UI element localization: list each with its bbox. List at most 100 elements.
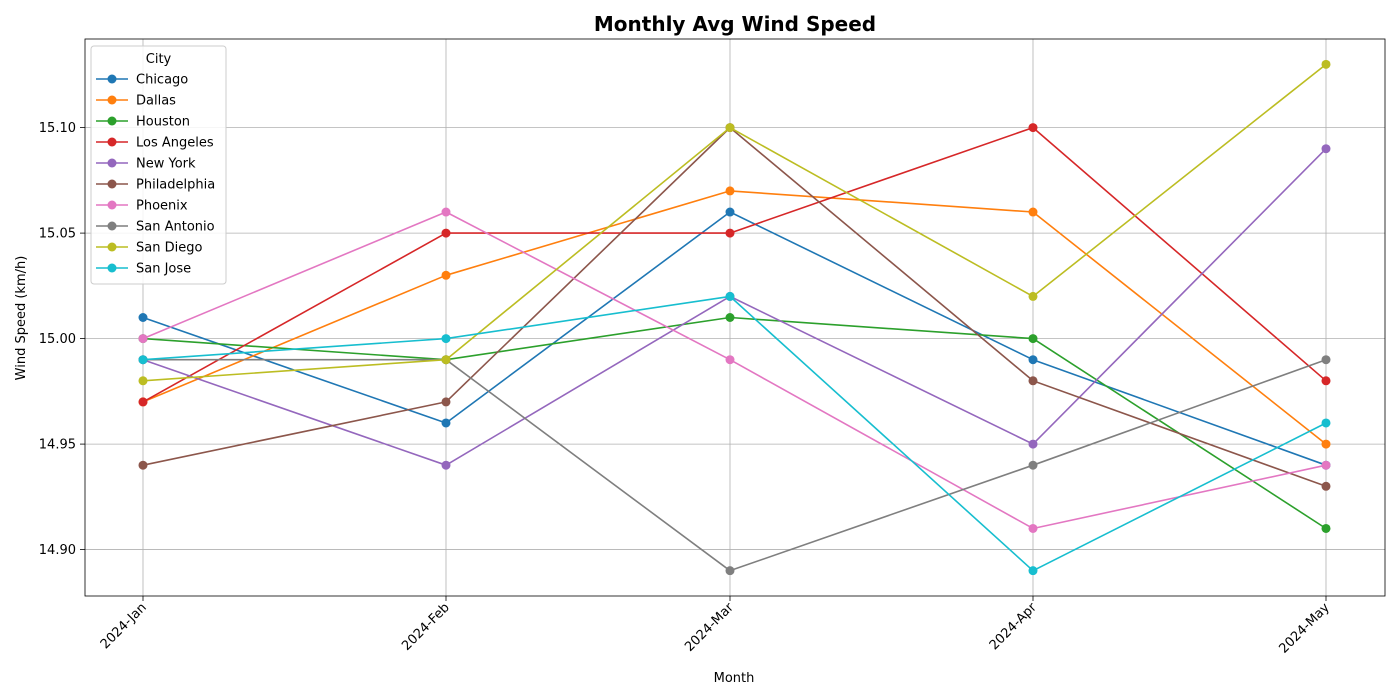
- series-line-philadelphia: [142, 126, 1327, 488]
- legend-item: Los Angeles: [96, 136, 214, 151]
- legend-label: San Antonio: [136, 220, 215, 235]
- y-tick-label: 15.00: [39, 332, 76, 347]
- x-tick-label: 2024-May: [1277, 600, 1334, 657]
- legend-swatch-marker: [107, 137, 117, 147]
- x-tick-label: 2024-Apr: [987, 600, 1040, 653]
- data-point-phoenix: [1028, 523, 1038, 533]
- data-point-chicago: [725, 207, 735, 217]
- legend-title: City: [146, 52, 172, 67]
- series-layer: [138, 59, 1331, 576]
- legend-swatch-marker: [107, 74, 117, 84]
- x-axis-label: Month: [714, 671, 755, 686]
- data-point-houston: [1321, 523, 1331, 533]
- legend: City Chicago Dallas Houston Los Angeles New Y…: [90, 45, 227, 285]
- series-chicago: [138, 207, 1331, 470]
- data-point-san-diego: [138, 376, 148, 386]
- data-point-houston: [1028, 334, 1038, 344]
- y-axis-label: Wind Speed (km/h): [14, 256, 29, 381]
- data-point-san-antonio: [1028, 460, 1038, 470]
- data-point-los-angeles: [725, 228, 735, 238]
- data-point-phoenix: [138, 334, 148, 344]
- data-point-los-angeles: [441, 228, 451, 238]
- y-tick-label: 15.10: [39, 121, 76, 136]
- data-point-dallas: [1321, 439, 1331, 449]
- axis-ticks: 2024-Jan 2024-Feb 2024-Mar 2024-Apr 2024-May…: [39, 121, 1333, 656]
- x-tick-label: 2024-Jan: [98, 600, 150, 652]
- series-line-new-york: [142, 148, 1327, 466]
- series-phoenix: [138, 207, 1331, 533]
- legend-label: Los Angeles: [136, 136, 214, 151]
- legend-label: Dallas: [136, 94, 176, 109]
- y-tick-label: 14.90: [39, 543, 76, 558]
- legend-label: San Diego: [136, 241, 202, 256]
- series-san-diego: [138, 59, 1331, 386]
- data-point-los-angeles: [1321, 376, 1331, 386]
- legend-item: Chicago: [96, 73, 188, 88]
- legend-item: Phoenix: [96, 199, 188, 214]
- data-point-los-angeles: [1028, 123, 1038, 133]
- legend-label: Phoenix: [136, 199, 188, 214]
- legend-item: Philadelphia: [96, 178, 215, 193]
- data-point-chicago: [441, 418, 451, 428]
- data-point-san-diego: [441, 355, 451, 365]
- data-point-philadelphia: [441, 397, 451, 407]
- data-point-san-antonio: [725, 566, 735, 576]
- series-line-san-diego: [142, 63, 1327, 382]
- legend-swatch-marker: [107, 242, 117, 252]
- data-point-san-antonio: [1321, 355, 1331, 365]
- data-point-san-jose: [1321, 418, 1331, 428]
- legend-item: San Antonio: [96, 220, 215, 235]
- legend-label: Houston: [136, 115, 190, 130]
- legend-swatch-marker: [107, 158, 117, 168]
- data-point-los-angeles: [138, 397, 148, 407]
- series-los-angeles: [138, 123, 1331, 407]
- legend-swatch-marker: [107, 221, 117, 231]
- data-point-san-diego: [725, 123, 735, 133]
- plot-frame: [84, 38, 1386, 597]
- legend-box: [90, 45, 227, 285]
- data-point-chicago: [1028, 355, 1038, 365]
- legend-label: Chicago: [136, 73, 188, 88]
- legend-swatch-marker: [107, 179, 117, 189]
- legend-swatch-marker: [107, 263, 117, 273]
- data-point-new-york: [1321, 144, 1331, 154]
- legend-label: Philadelphia: [136, 178, 215, 193]
- legend-label: San Jose: [136, 262, 191, 277]
- data-point-san-jose: [725, 291, 735, 301]
- data-point-philadelphia: [1321, 481, 1331, 491]
- data-point-san-jose: [138, 355, 148, 365]
- series-line-san-antonio: [143, 358, 1327, 572]
- data-point-chicago: [138, 313, 148, 322]
- data-point-san-jose: [1028, 566, 1038, 576]
- x-tick-label: 2024-Feb: [399, 600, 453, 654]
- data-point-san-diego: [1321, 59, 1331, 69]
- data-point-phoenix: [725, 355, 735, 365]
- y-tick-label: 15.05: [39, 227, 76, 242]
- data-point-dallas: [725, 186, 735, 196]
- legend-item: Dallas: [96, 94, 176, 109]
- legend-label: New York: [136, 157, 196, 172]
- legend-item: New York: [96, 157, 196, 172]
- data-point-houston: [725, 313, 735, 322]
- data-point-dallas: [1028, 207, 1038, 217]
- legend-item: Houston: [96, 115, 190, 130]
- data-point-phoenix: [1321, 460, 1331, 470]
- series-san-jose: [138, 291, 1331, 576]
- data-point-new-york: [1028, 439, 1038, 449]
- data-point-philadelphia: [1028, 376, 1038, 386]
- chart-title: Monthly Avg Wind Speed: [594, 12, 876, 36]
- x-tick-label: 2024-Mar: [682, 600, 737, 655]
- y-tick-label: 14.95: [39, 438, 76, 453]
- legend-item: San Jose: [96, 262, 191, 277]
- legend-swatch-marker: [107, 116, 117, 126]
- series-san-antonio: [138, 355, 1331, 576]
- data-point-san-diego: [1028, 291, 1038, 301]
- data-point-san-jose: [441, 334, 451, 344]
- legend-swatch-marker: [107, 200, 117, 210]
- series-line-san-jose: [142, 295, 1327, 572]
- data-point-new-york: [441, 460, 451, 470]
- series-line-phoenix: [142, 211, 1327, 530]
- data-point-philadelphia: [138, 460, 148, 470]
